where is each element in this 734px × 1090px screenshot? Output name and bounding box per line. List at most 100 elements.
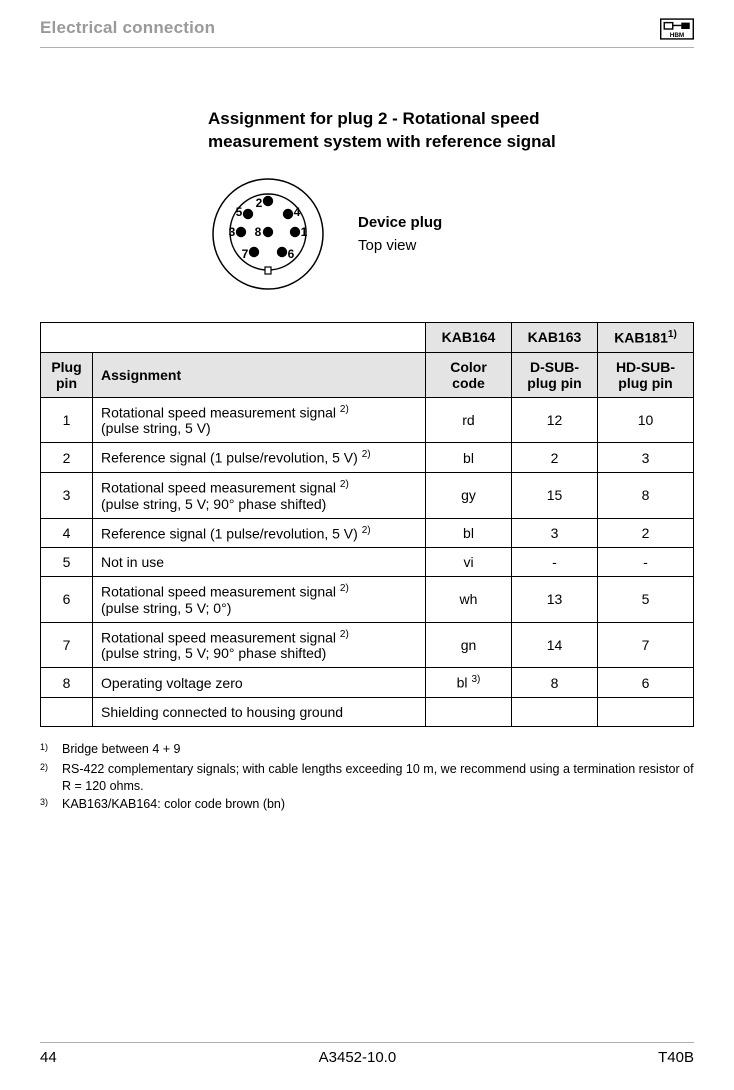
section-title: Electrical connection [40, 18, 215, 38]
cell-dsub: 12 [512, 397, 598, 443]
cell-hdsub: 10 [598, 397, 694, 443]
cell-assignment: Reference signal (1 pulse/revolution, 5 … [93, 518, 426, 548]
table-row: 7Rotational speed measurement signal 2)(… [41, 622, 694, 668]
cell-color: bl [426, 443, 512, 473]
footer-page-number: 44 [40, 1049, 57, 1066]
cell-pin [41, 698, 93, 727]
table-row: 3Rotational speed measurement signal 2)(… [41, 472, 694, 518]
cell-dsub [512, 698, 598, 727]
cell-color: bl [426, 518, 512, 548]
plug-diagram-block: 25438176 Device plug Top view [208, 174, 694, 294]
table-row: 8Operating voltage zerobl 3)86 [41, 668, 694, 698]
table-row: 6Rotational speed measurement signal 2)(… [41, 577, 694, 623]
footnote-text: Bridge between 4 + 9 [62, 741, 181, 761]
footnote: 3)KAB163/KAB164: color code brown (bn) [40, 796, 694, 816]
footnote: 2)RS-422 complementary signals; with cab… [40, 761, 694, 796]
table-head: KAB164 KAB163 KAB1811) Plug pin Assignme… [41, 322, 694, 397]
table-head-blank [41, 322, 426, 352]
table-head-kab181: KAB1811) [598, 322, 694, 352]
footnote-num: 2) [40, 761, 62, 796]
table-head-dsub: D-SUB-plug pin [512, 352, 598, 397]
cell-color: gn [426, 622, 512, 668]
cell-hdsub: 3 [598, 443, 694, 473]
cell-dsub: 3 [512, 518, 598, 548]
table-head-hdsub: HD-SUB-plug pin [598, 352, 694, 397]
svg-text:7: 7 [242, 247, 249, 261]
cell-dsub: 15 [512, 472, 598, 518]
table-head-color: Color code [426, 352, 512, 397]
cell-hdsub [598, 698, 694, 727]
cell-hdsub: 6 [598, 668, 694, 698]
cell-assignment: Rotational speed measurement signal 2)(p… [93, 472, 426, 518]
cell-pin: 1 [41, 397, 93, 443]
table-body: 1Rotational speed measurement signal 2)(… [41, 397, 694, 727]
cell-dsub: 8 [512, 668, 598, 698]
cell-color [426, 698, 512, 727]
cell-pin: 7 [41, 622, 93, 668]
table-row: 5Not in usevi-- [41, 548, 694, 577]
footer-doc-id: A3452-10.0 [319, 1049, 397, 1066]
plug-diagram-icon: 25438176 [208, 174, 328, 294]
cell-assignment: Rotational speed measurement signal 2)(p… [93, 577, 426, 623]
footnotes: 1)Bridge between 4 + 92)RS-422 complemen… [40, 741, 694, 815]
cell-pin: 5 [41, 548, 93, 577]
svg-text:3: 3 [229, 225, 236, 239]
table-row: Shielding connected to housing ground [41, 698, 694, 727]
cell-hdsub: - [598, 548, 694, 577]
cell-hdsub: 7 [598, 622, 694, 668]
cell-dsub: 14 [512, 622, 598, 668]
plug-label-main: Device plug [358, 214, 442, 231]
cell-assignment: Rotational speed measurement signal 2)(p… [93, 397, 426, 443]
cell-color: wh [426, 577, 512, 623]
footer-model: T40B [658, 1049, 694, 1066]
svg-text:6: 6 [288, 247, 295, 261]
table-head-row-2: Plug pin Assignment Color code D-SUB-plu… [41, 352, 694, 397]
title-block: Assignment for plug 2 - Rotational speed… [208, 108, 694, 154]
cell-hdsub: 8 [598, 472, 694, 518]
page-header: Electrical connection HBM [40, 18, 694, 48]
pin-assignment-table: KAB164 KAB163 KAB1811) Plug pin Assignme… [40, 322, 694, 727]
footnote-text: RS-422 complementary signals; with cable… [62, 761, 694, 796]
cell-hdsub: 2 [598, 518, 694, 548]
cell-assignment: Operating voltage zero [93, 668, 426, 698]
table-head-assignment: Assignment [93, 352, 426, 397]
table-row: 2Reference signal (1 pulse/revolution, 5… [41, 443, 694, 473]
cell-pin: 6 [41, 577, 93, 623]
footnote-num: 1) [40, 741, 62, 761]
svg-text:HBM: HBM [670, 32, 684, 39]
cell-color: bl 3) [426, 668, 512, 698]
cell-dsub: 2 [512, 443, 598, 473]
cell-dsub: 13 [512, 577, 598, 623]
table-row: 1Rotational speed measurement signal 2)(… [41, 397, 694, 443]
table-head-kab164: KAB164 [426, 322, 512, 352]
svg-text:5: 5 [236, 205, 243, 219]
footnote-text: KAB163/KAB164: color code brown (bn) [62, 796, 285, 816]
svg-text:4: 4 [294, 205, 301, 219]
cell-pin: 8 [41, 668, 93, 698]
page-footer: 44 A3452-10.0 T40B [40, 1042, 694, 1066]
svg-text:8: 8 [255, 225, 262, 239]
footnote: 1)Bridge between 4 + 9 [40, 741, 694, 761]
footnote-num: 3) [40, 796, 62, 816]
page: Electrical connection HBM Assignment for… [0, 0, 734, 1090]
cell-assignment: Reference signal (1 pulse/revolution, 5 … [93, 443, 426, 473]
cell-dsub: - [512, 548, 598, 577]
table-head-row-1: KAB164 KAB163 KAB1811) [41, 322, 694, 352]
cell-assignment: Shielding connected to housing ground [93, 698, 426, 727]
cell-hdsub: 5 [598, 577, 694, 623]
page-title: Assignment for plug 2 - Rotational speed… [208, 108, 694, 154]
table-row: 4Reference signal (1 pulse/revolution, 5… [41, 518, 694, 548]
plug-labels: Device plug Top view [358, 214, 442, 254]
cell-assignment: Not in use [93, 548, 426, 577]
cell-assignment: Rotational speed measurement signal 2)(p… [93, 622, 426, 668]
cell-color: vi [426, 548, 512, 577]
table-head-pin: Plug pin [41, 352, 93, 397]
cell-color: gy [426, 472, 512, 518]
cell-pin: 2 [41, 443, 93, 473]
svg-text:1: 1 [301, 225, 308, 239]
table-head-kab163: KAB163 [512, 322, 598, 352]
plug-label-sub: Top view [358, 237, 442, 254]
cell-color: rd [426, 397, 512, 443]
hbm-logo-icon: HBM [660, 18, 694, 45]
cell-pin: 4 [41, 518, 93, 548]
